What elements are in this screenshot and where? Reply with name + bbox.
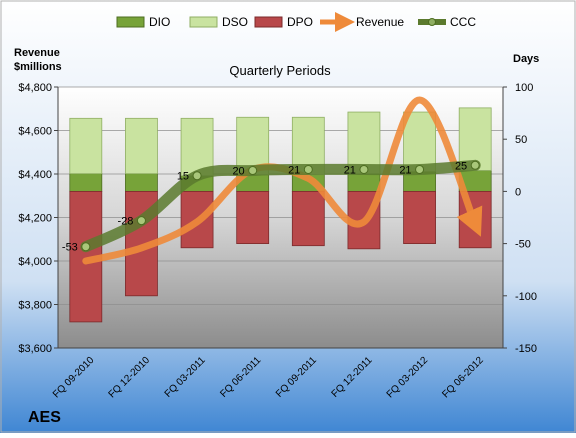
- ccc-point: [192, 171, 202, 181]
- ccc-data-label: 21: [399, 164, 411, 176]
- ccc-data-label: 20: [232, 166, 244, 178]
- legend: DIO DSO DPO Revenue CCC: [116, 12, 476, 32]
- left-tick-label: $4,400: [18, 169, 52, 181]
- ccc-point: [81, 242, 91, 252]
- ccc-point: [303, 164, 313, 174]
- bar-dio: [69, 173, 103, 192]
- lines-layer: -53 -28 15 20 21 21 21 25: [62, 96, 483, 265]
- left-tick-label: $4,600: [18, 126, 52, 138]
- ccc-data-label: -28: [118, 216, 134, 228]
- chart-title: Quarterly Periods: [229, 63, 331, 78]
- legend-label-ccc: CCC: [450, 15, 476, 29]
- legend-marker-ccc: [428, 18, 436, 26]
- bar-dso: [69, 117, 103, 175]
- left-tick-label: $4,000: [18, 256, 52, 268]
- bar-dpo: [291, 190, 325, 247]
- legend-label-dio: DIO: [149, 15, 170, 29]
- bar-dpo: [236, 190, 270, 244]
- ccc-data-label: 15: [177, 171, 189, 183]
- legend-label-revenue: Revenue: [356, 15, 404, 29]
- legend-swatch-dso: [189, 16, 218, 28]
- bar-dpo: [403, 190, 436, 244]
- right-tick-label: 0: [515, 186, 521, 198]
- ccc-line: [80, 159, 481, 253]
- legend-label-dso: DSO: [222, 15, 248, 29]
- ccc-point: [248, 166, 258, 176]
- bars-layer: [69, 107, 492, 323]
- left-axis-label-line2: $millions: [14, 61, 62, 73]
- right-tick-label: 50: [515, 134, 527, 146]
- left-tick-label: $4,200: [18, 213, 52, 225]
- ccc-data-label: -53: [62, 242, 78, 254]
- bar-dio: [125, 173, 158, 192]
- left-tick-label: $3,600: [18, 343, 52, 355]
- ccc-point: [359, 164, 369, 174]
- left-axis-label-line1: Revenue: [14, 47, 60, 59]
- ccc-data-label: 21: [344, 164, 356, 176]
- company-name: AES: [28, 409, 61, 426]
- legend-swatch-dpo: [254, 16, 283, 28]
- bar-dso: [403, 111, 436, 172]
- right-tick-label: -100: [515, 291, 537, 303]
- left-tick-label: $3,800: [18, 300, 52, 312]
- legend-label-dpo: DPO: [287, 15, 313, 29]
- bar-dso: [347, 111, 381, 175]
- right-tick-label: -150: [515, 343, 537, 355]
- ccc-point: [136, 216, 146, 226]
- ccc-data-label: 21: [288, 164, 300, 176]
- ccc-point: [415, 164, 425, 174]
- right-tick-label: 100: [515, 82, 533, 94]
- left-tick-label: $4,800: [18, 82, 52, 94]
- ccc-point: [470, 160, 480, 170]
- ccc-data-label: 25: [455, 160, 467, 172]
- right-tick-label: -50: [515, 239, 531, 251]
- revenue-line: [82, 96, 483, 265]
- legend-swatch-dio: [116, 16, 145, 28]
- right-axis-label: Days: [513, 53, 539, 65]
- bar-dso: [125, 117, 158, 175]
